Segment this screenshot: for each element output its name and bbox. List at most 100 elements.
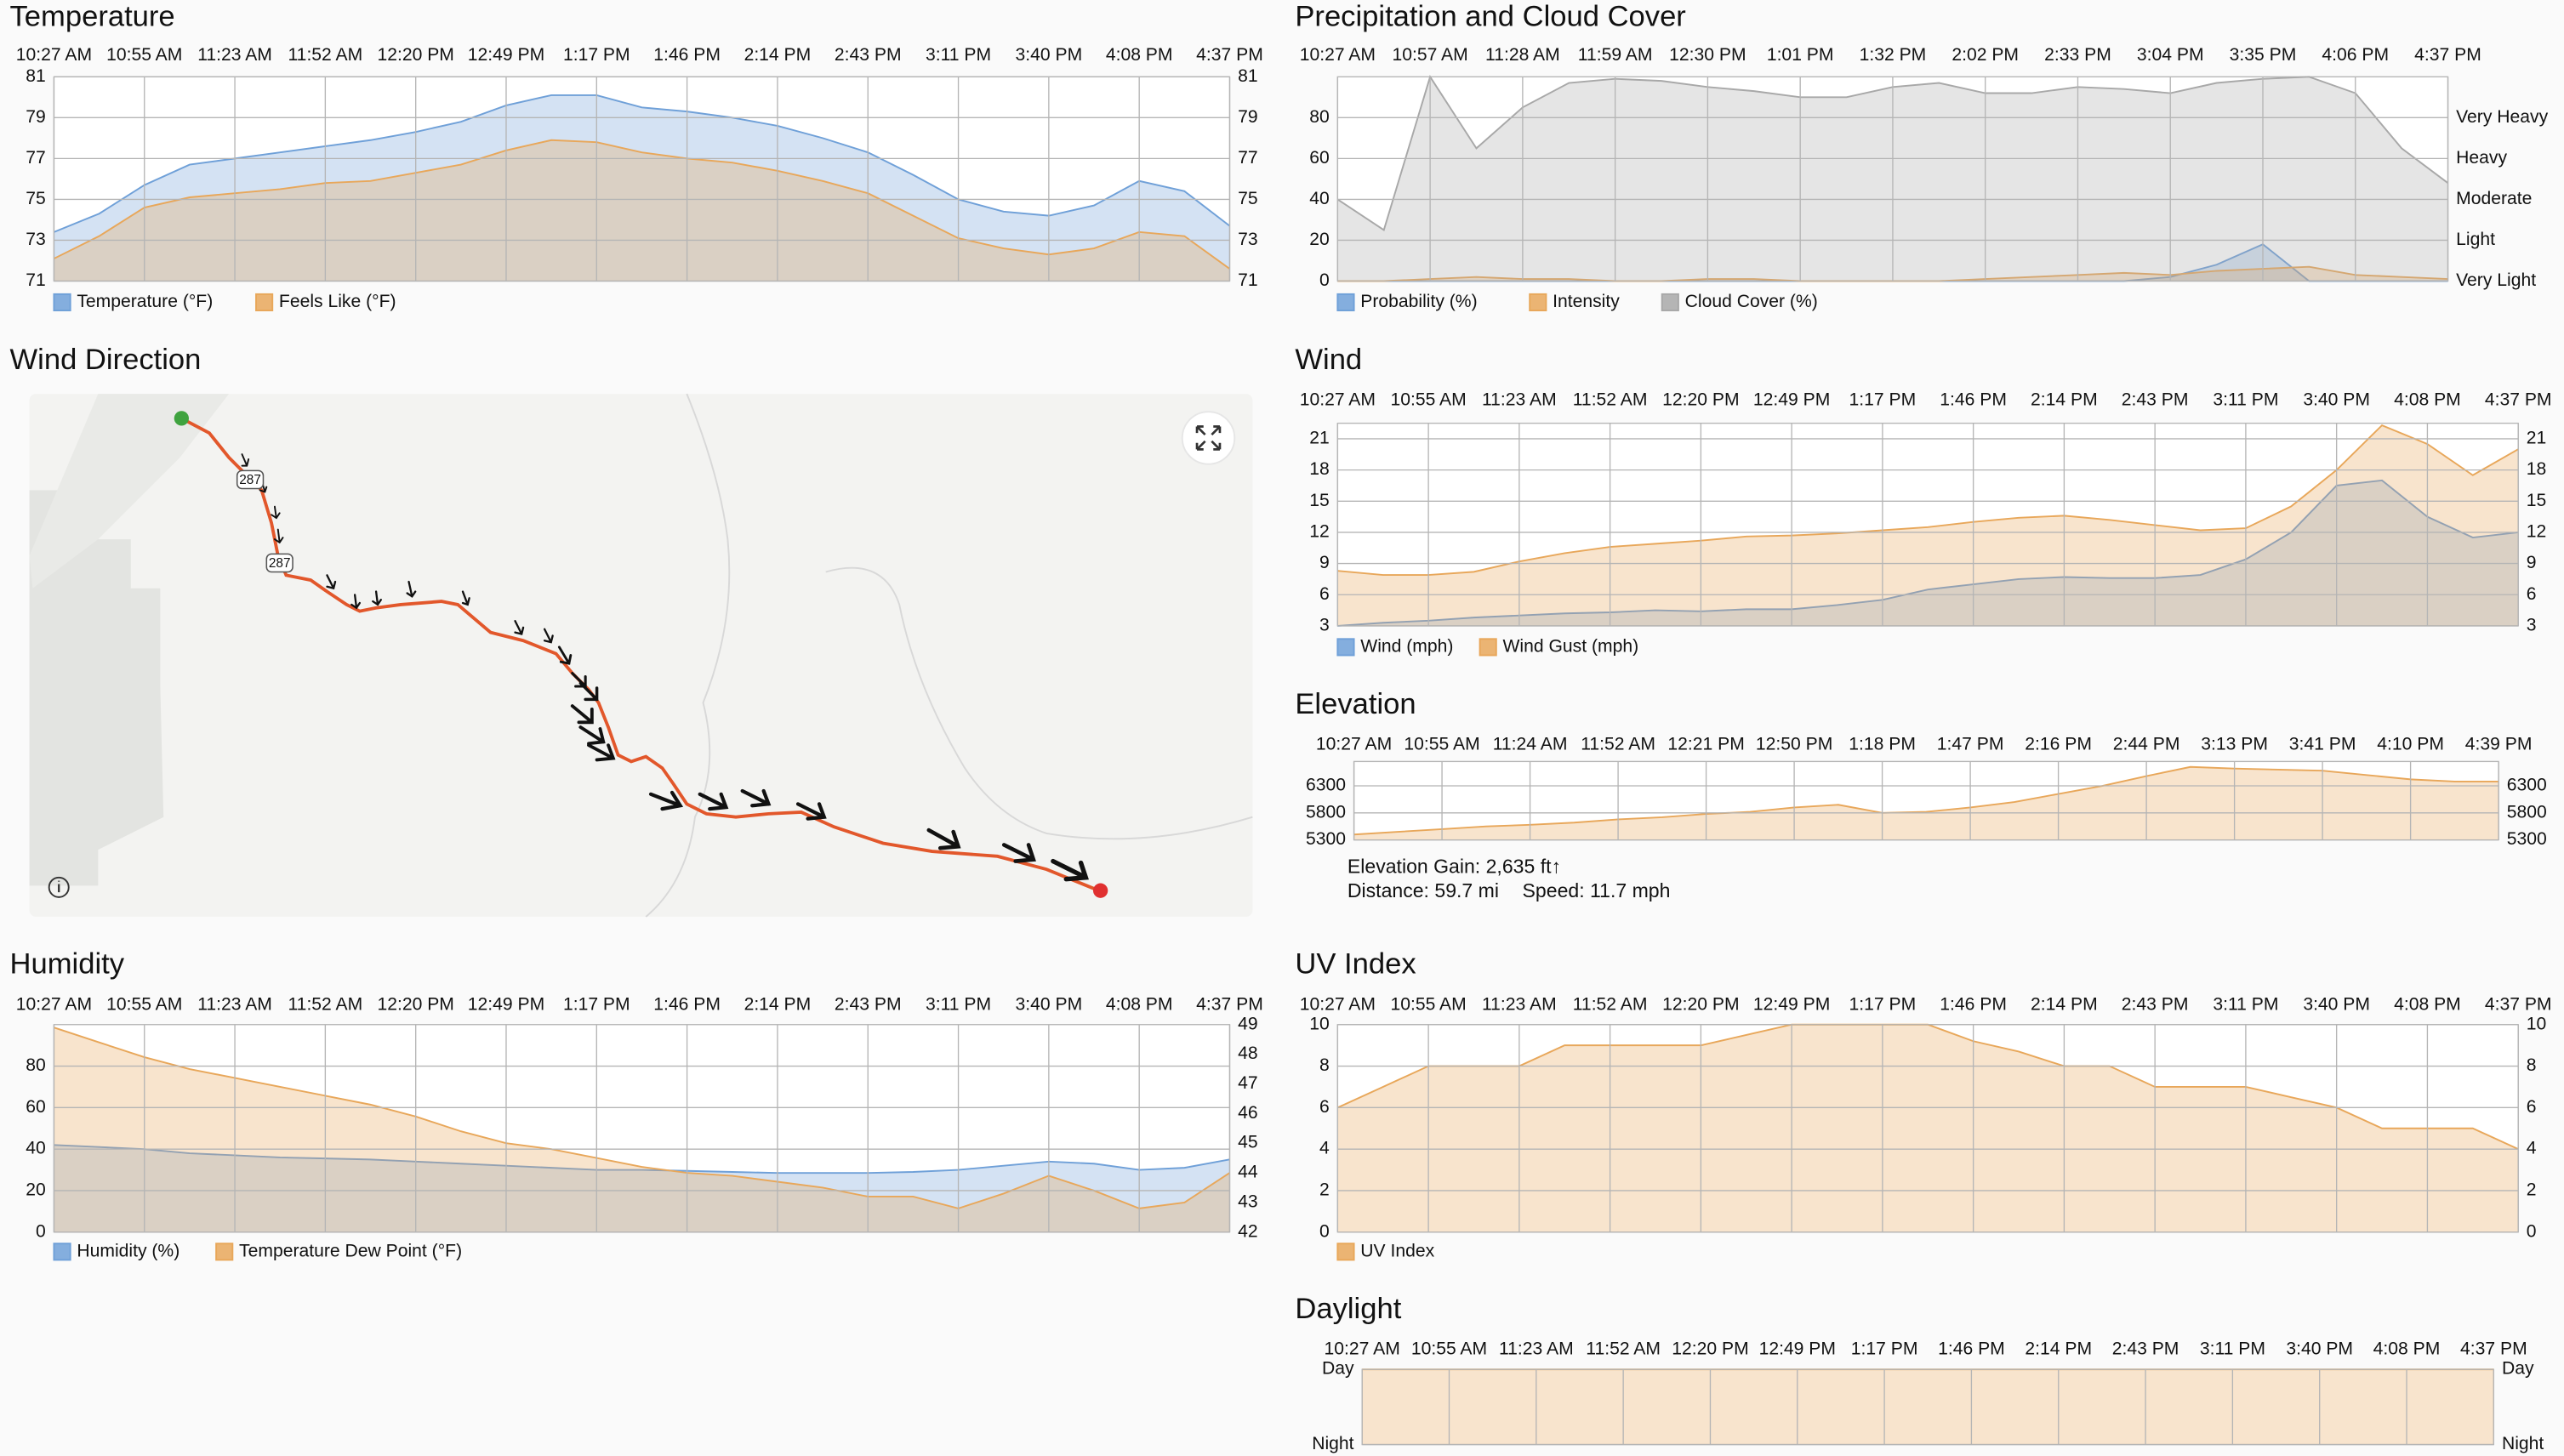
x-tick-label: 2:14 PM	[2025, 1339, 2092, 1359]
x-tick-label: 12:20 PM	[377, 994, 453, 1014]
series-area	[1337, 425, 2519, 626]
chart-title: Wind	[1295, 344, 1362, 376]
y-tick-label: 60	[1309, 148, 1330, 168]
x-tick-label: 4:37 PM	[2485, 994, 2552, 1014]
y-tick-label: 20	[26, 1180, 46, 1200]
x-tick-label: 3:11 PM	[2200, 1339, 2265, 1359]
route-shield	[265, 553, 293, 573]
x-tick-label: 4:37 PM	[2485, 390, 2552, 409]
y2-tick-label: 81	[1238, 66, 1258, 86]
y2-tick-label: 48	[1238, 1044, 1258, 1063]
map[interactable]: 287 287	[29, 393, 1253, 918]
x-tick-label: 12:49 PM	[468, 994, 544, 1014]
info-button[interactable]	[48, 876, 70, 898]
y-tick-label: 18	[1309, 459, 1330, 479]
series-area	[1337, 480, 2519, 626]
x-tick-label: 1:18 PM	[1849, 735, 1916, 754]
y2-tick-label: 15	[2527, 491, 2547, 510]
x-tick-label: 10:27 AM	[1300, 45, 1376, 65]
map-region	[29, 394, 230, 589]
series-group	[1353, 765, 2499, 840]
x-tick-label: 12:49 PM	[468, 45, 544, 65]
x-tick-label: 2:14 PM	[744, 45, 812, 65]
legend-swatch	[1529, 293, 1547, 312]
y-tick-label: 4	[1319, 1139, 1330, 1158]
legend-swatch	[1336, 1243, 1355, 1261]
x-tick-label: 10:27 AM	[16, 994, 92, 1014]
legend-label: Feels Like (°F)	[279, 292, 396, 311]
legend-label: Temperature (°F)	[77, 292, 213, 311]
x-tick-label: 10:27 AM	[1300, 994, 1376, 1014]
y2-tick-label: 8	[2527, 1055, 2537, 1075]
y2-tick-label: Heavy	[2456, 148, 2507, 168]
legend-label: Probability (%)	[1360, 292, 1477, 311]
x-tick-label: 4:37 PM	[1196, 994, 1263, 1014]
x-tick-label: 4:08 PM	[1106, 45, 1173, 65]
y2-tick-label: 5800	[2507, 802, 2547, 822]
map-title: Wind Direction	[10, 344, 202, 376]
route-start	[174, 411, 190, 426]
chart-title: Humidity	[10, 948, 125, 981]
x-tick-label: 2:43 PM	[835, 994, 902, 1014]
chart-title: UV Index	[1295, 948, 1416, 981]
y2-tick-label: 49	[1238, 1014, 1258, 1033]
series-area	[1362, 1369, 2494, 1445]
x-tick-label: 11:52 AM	[1573, 390, 1648, 409]
x-tick-label: 10:55 AM	[106, 45, 182, 65]
y-tick-label: 0	[36, 1221, 46, 1241]
y-tick-label: 3	[1319, 615, 1330, 634]
x-tick-label: 1:46 PM	[1938, 1339, 2005, 1359]
x-tick-label: 2:16 PM	[2025, 735, 2092, 754]
x-tick-label: 11:28 AM	[1485, 45, 1560, 65]
y2-tick-label: 43	[1238, 1192, 1258, 1211]
plot-area	[1353, 760, 2499, 841]
legend-swatch	[53, 293, 71, 312]
x-tick-label: 2:43 PM	[2122, 390, 2189, 409]
series-area	[54, 94, 1230, 282]
x-tick-label: 1:46 PM	[1940, 994, 2007, 1014]
x-tick-label: 1:17 PM	[1849, 390, 1917, 409]
y2-tick-label: 44	[1238, 1163, 1258, 1182]
x-tick-label: 10:55 AM	[1390, 994, 1466, 1014]
x-tick-label: 1:46 PM	[653, 994, 721, 1014]
series-area	[54, 1027, 1230, 1232]
y2-tick-label: Night	[2502, 1434, 2544, 1453]
y2-tick-label: 47	[1238, 1073, 1258, 1093]
x-tick-label: 3:11 PM	[2213, 994, 2278, 1014]
y-tick-label: 10	[1309, 1014, 1330, 1033]
elevation-gain: Elevation Gain: 2,635 ft↑	[1348, 855, 1561, 877]
map-region	[29, 490, 164, 886]
legend-swatch	[1479, 638, 1497, 657]
y2-tick-label: Day	[2502, 1359, 2534, 1379]
x-tick-label: 11:52 AM	[1586, 1339, 1661, 1359]
x-tick-label: 11:23 AM	[197, 994, 272, 1014]
x-tick-label: 12:49 PM	[1753, 994, 1830, 1014]
legend-label: Humidity (%)	[77, 1241, 179, 1260]
y-tick-label: 20	[1309, 230, 1330, 249]
x-tick-label: 4:08 PM	[2394, 994, 2461, 1014]
y-tick-label: 6	[1319, 1097, 1330, 1117]
x-tick-label: 3:11 PM	[926, 994, 991, 1014]
x-tick-label: 3:35 PM	[2230, 45, 2297, 65]
expand-icon	[1195, 425, 1222, 451]
series-line	[54, 139, 1231, 270]
expand-button[interactable]	[1181, 411, 1236, 465]
y2-tick-label: 6	[2527, 1097, 2537, 1117]
legend-label: Intensity	[1553, 292, 1620, 311]
x-tick-label: 12:49 PM	[1759, 1339, 1836, 1359]
map-background	[29, 394, 1253, 917]
y-tick-label: 15	[1309, 491, 1330, 510]
y2-tick-label: 45	[1238, 1133, 1258, 1152]
x-tick-label: 12:21 PM	[1667, 735, 1744, 754]
y2-tick-label: 46	[1238, 1103, 1258, 1123]
chart-title: Daylight	[1295, 1293, 1401, 1325]
route-shield-label: 287	[239, 473, 261, 487]
y-tick-label: 5300	[1306, 829, 1346, 849]
y-tick-label: Night	[1312, 1434, 1353, 1453]
x-tick-label: 12:20 PM	[1672, 1339, 1748, 1359]
x-tick-label: 1:17 PM	[563, 45, 630, 65]
y-tick-label: 0	[1319, 270, 1330, 290]
series-group	[54, 94, 1231, 282]
y2-tick-label: 2	[2527, 1180, 2537, 1200]
y-tick-label: 21	[1309, 429, 1330, 448]
